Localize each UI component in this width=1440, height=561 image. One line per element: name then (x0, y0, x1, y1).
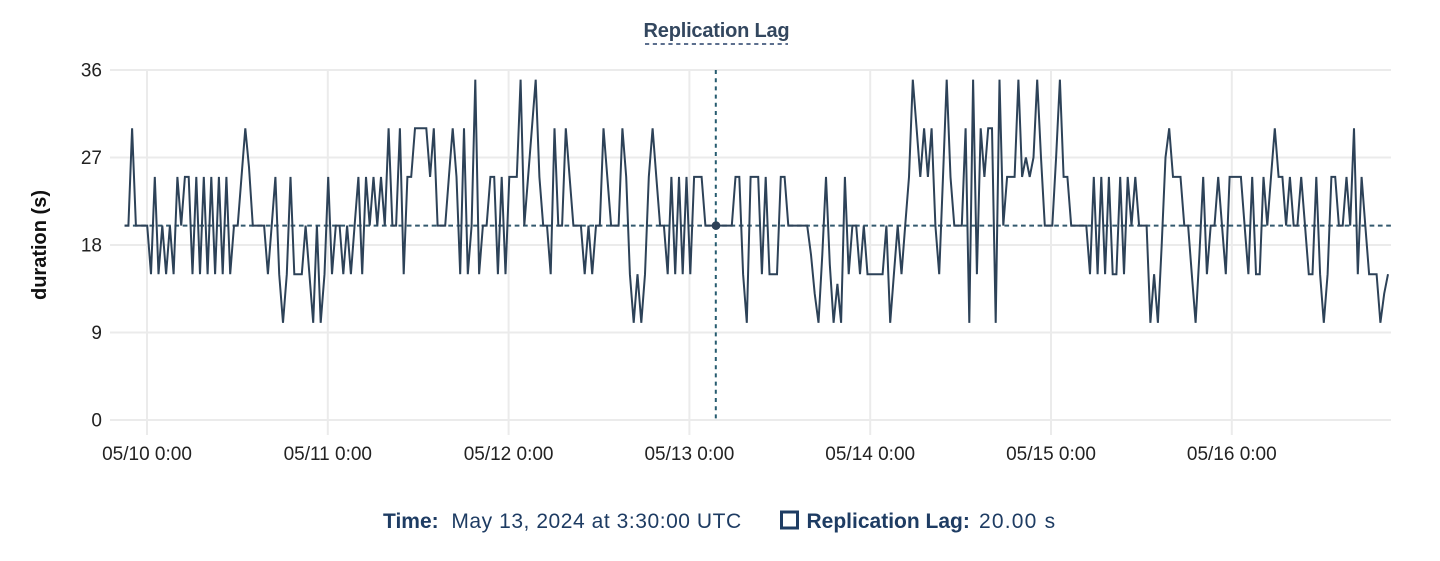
svg-text:05/14 0:00: 05/14 0:00 (825, 444, 915, 465)
svg-text:0: 0 (91, 411, 102, 432)
svg-text:Replication Lag: Replication Lag (644, 20, 790, 42)
svg-text:duration (s): duration (s) (29, 190, 51, 300)
svg-text:18: 18 (81, 236, 102, 257)
svg-text:Time:: Time: (383, 510, 439, 533)
svg-text:Replication Lag:: Replication Lag: (807, 510, 970, 533)
svg-text:05/11 0:00: 05/11 0:00 (284, 444, 372, 465)
svg-text:27: 27 (81, 148, 102, 169)
svg-text:May 13, 2024 at 3:30:00 UTC: May 13, 2024 at 3:30:00 UTC (451, 510, 741, 533)
svg-text:05/13 0:00: 05/13 0:00 (644, 444, 734, 465)
svg-text:05/15 0:00: 05/15 0:00 (1006, 444, 1096, 465)
svg-text:05/10 0:00: 05/10 0:00 (102, 444, 192, 465)
svg-text:9: 9 (91, 323, 102, 344)
svg-text:20.00 s: 20.00 s (979, 510, 1056, 533)
svg-text:05/12 0:00: 05/12 0:00 (464, 444, 554, 465)
svg-text:05/16 0:00: 05/16 0:00 (1187, 444, 1277, 465)
svg-text:36: 36 (81, 61, 102, 82)
